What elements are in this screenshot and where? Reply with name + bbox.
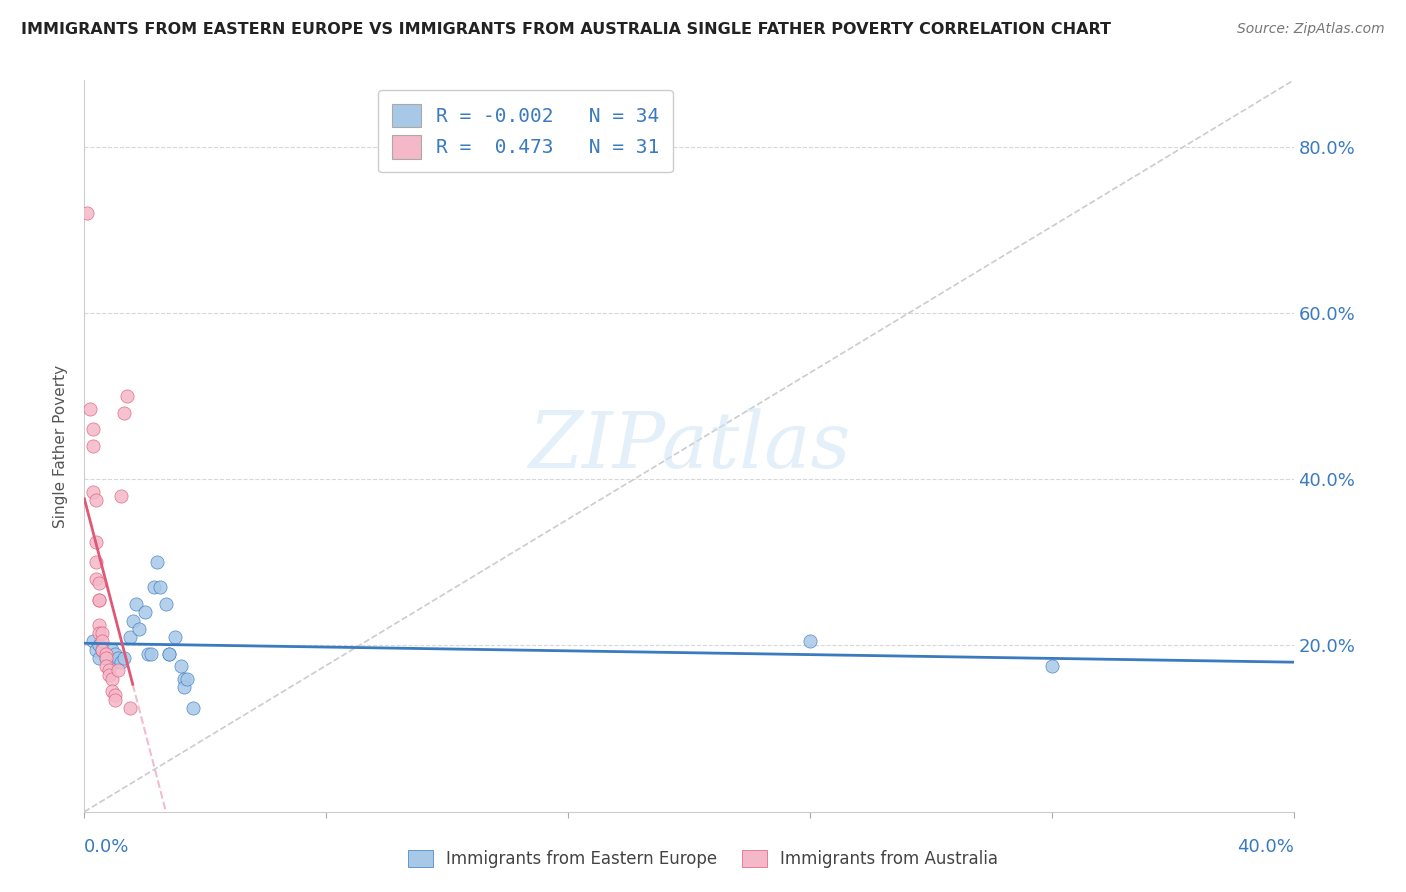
Point [142,580,165,594]
Point [165,630,187,644]
Point [173,680,195,694]
Point [79,401,101,416]
Legend: R = -0.002   N = 34, R =  0.473   N = 31: R = -0.002 N = 34, R = 0.473 N = 31 [378,90,673,172]
Legend: Immigrants from Eastern Europe, Immigrants from Australia: Immigrants from Eastern Europe, Immigran… [401,843,1005,875]
Point [86,534,108,549]
Point [104,692,127,706]
Point [146,555,169,569]
Point [125,597,148,611]
Point [115,389,138,403]
Point [91,634,114,648]
Point [121,614,143,628]
Point [86,555,108,569]
Point [170,659,193,673]
Point [100,684,122,698]
Point [86,493,108,508]
Text: 0.0%: 0.0% [84,838,129,856]
Point [94,651,117,665]
Point [118,701,141,715]
Point [86,572,108,586]
Point [1040,659,1063,673]
Point [82,484,104,499]
Point [104,689,127,703]
Point [799,634,821,648]
Point [89,592,111,607]
Text: Source: ZipAtlas.com: Source: ZipAtlas.com [1237,22,1385,37]
Point [139,647,162,661]
Point [94,647,117,661]
Point [89,592,111,607]
Text: IMMIGRANTS FROM EASTERN EUROPE VS IMMIGRANTS FROM AUSTRALIA SINGLE FATHER POVERT: IMMIGRANTS FROM EASTERN EUROPE VS IMMIGR… [21,22,1111,37]
Point [107,651,129,665]
Point [157,647,180,661]
Point [91,642,114,657]
Point [155,597,177,611]
Point [89,626,111,640]
Point [118,630,141,644]
Point [110,489,132,503]
Point [110,655,132,669]
Point [89,639,111,653]
Point [134,605,156,619]
Point [82,422,104,436]
Point [100,672,122,686]
Point [173,672,195,686]
Point [107,664,129,678]
Point [104,647,127,661]
Point [157,647,180,661]
Text: ZIPatlas: ZIPatlas [527,408,851,484]
Y-axis label: Single Father Poverty: Single Father Poverty [53,365,69,527]
Point [149,580,172,594]
Point [76,206,98,220]
Point [89,617,111,632]
Point [91,642,114,657]
Point [91,626,114,640]
Point [128,622,150,636]
Point [104,655,127,669]
Point [97,651,120,665]
Point [176,672,198,686]
Point [86,642,108,657]
Point [100,642,122,657]
Point [181,701,204,715]
Point [112,406,135,420]
Point [94,651,117,665]
Point [89,651,111,665]
Point [112,651,135,665]
Point [82,634,104,648]
Point [82,439,104,453]
Text: 40.0%: 40.0% [1237,838,1294,856]
Point [136,647,159,661]
Point [97,664,120,678]
Point [97,667,120,681]
Point [89,576,111,591]
Point [94,659,117,673]
